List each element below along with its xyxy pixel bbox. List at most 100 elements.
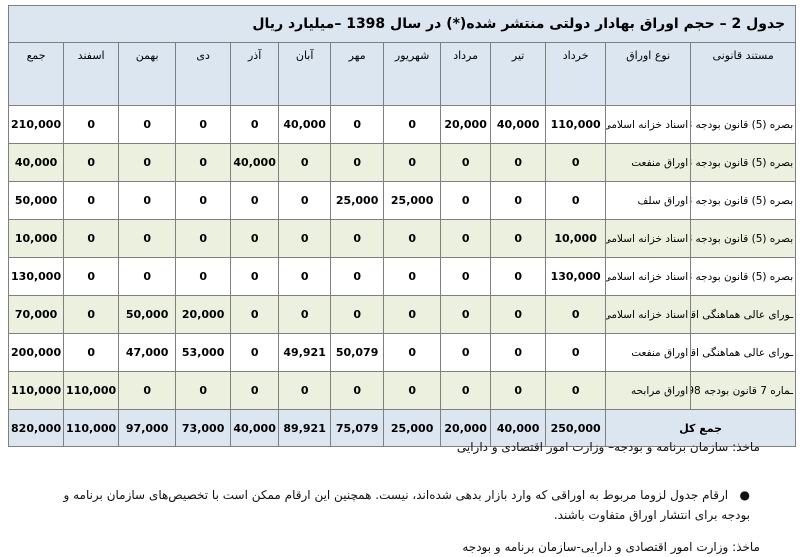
value-cell: 0 — [330, 143, 385, 182]
bullet-note: ● ارقام جدول لزوما مربوط به اوراقی که وا… — [50, 485, 750, 525]
value-cell: 0 — [545, 181, 607, 220]
value-cell: 0 — [278, 143, 332, 182]
value-cell: 0 — [545, 295, 607, 334]
value-cell: 0 — [118, 371, 177, 410]
table-row: بصره (5) قانون بودجه 1398اوراق منفعت0000… — [7, 143, 797, 182]
value-cell: 0 — [230, 371, 280, 410]
value-cell: 130,000 — [7, 257, 65, 296]
total-row: جمع کل 250,000 40,000 20,000 25,000 75,079 89,… — [7, 409, 797, 447]
value-cell: 0 — [440, 295, 492, 334]
value-cell: 130,000 — [545, 257, 607, 296]
total-cell: 40,000 — [490, 409, 547, 447]
kind-cell: اوراق منفعت — [605, 143, 692, 182]
kind-cell: اوراق منفعت — [605, 333, 692, 372]
value-cell: 0 — [278, 181, 332, 220]
doc-cell: ـماره 7 قانون بودجه 1398 — [690, 371, 797, 410]
source-note: ماخذ: سازمان برنامه و بودجه– وزارت امور … — [456, 440, 760, 454]
value-cell: 0 — [230, 219, 280, 258]
value-cell: 47,000 — [118, 333, 177, 372]
value-cell: 20,000 — [175, 295, 232, 334]
total-cell: 20,000 — [440, 409, 492, 447]
value-cell: 40,000 — [7, 143, 65, 182]
value-cell: 0 — [63, 105, 120, 144]
total-cell: 97,000 — [118, 409, 177, 447]
value-cell: 0 — [490, 257, 547, 296]
value-cell: 0 — [230, 333, 280, 372]
value-cell: 0 — [63, 143, 120, 182]
header-cell: مستند قانونی — [690, 42, 797, 106]
bullet: ● — [728, 488, 750, 502]
value-cell: 40,000 — [490, 105, 547, 144]
header-row: مستند قانونی نوع اوراق خرداد تیر مرداد شهریور… — [7, 42, 797, 106]
value-cell: 0 — [440, 333, 492, 372]
value-cell: 0 — [63, 181, 120, 220]
data-table: جدول 2 – حجم اوراق بهادار دولتی منتشر شد… — [7, 5, 797, 447]
value-cell: 0 — [230, 181, 280, 220]
doc-cell: بصره (5) قانون بودجه 1398 — [690, 143, 797, 182]
value-cell: 0 — [330, 105, 385, 144]
value-cell: 49,921 — [278, 333, 332, 372]
kind-cell: اسناد خزانه اسلامی — [605, 219, 692, 258]
value-cell: 0 — [118, 181, 177, 220]
value-cell: 53,000 — [175, 333, 232, 372]
header-cell: نوع اوراق — [605, 42, 692, 106]
value-cell: 0 — [490, 143, 547, 182]
total-cell: 40,000 — [230, 409, 280, 447]
value-cell: 0 — [490, 333, 547, 372]
value-cell: 0 — [490, 295, 547, 334]
value-cell: 0 — [278, 371, 332, 410]
kind-cell: اسناد خزانه اسلامی — [605, 257, 692, 296]
header-cell: مهر — [330, 42, 385, 106]
total-cell: 25,000 — [383, 409, 442, 447]
table-row: ـوراى عالی هماهنگی اقتصادیاسناد خزانه اس… — [7, 295, 797, 334]
value-cell: 10,000 — [545, 219, 607, 258]
table-body: جدول 2 – حجم اوراق بهادار دولتی منتشر شد… — [7, 5, 797, 447]
value-cell: 50,000 — [7, 181, 65, 220]
header-cell: اسفند — [63, 42, 120, 106]
value-cell: 0 — [330, 295, 385, 334]
value-cell: 210,000 — [7, 105, 65, 144]
table-row: ـوراى عالی هماهنگی اقتصادیاوراق منفعت000… — [7, 333, 797, 372]
total-cell: 73,000 — [175, 409, 232, 447]
kind-cell: اوراق مرابحه — [605, 371, 692, 410]
value-cell: 25,000 — [330, 181, 385, 220]
value-cell: 0 — [490, 219, 547, 258]
value-cell: 0 — [118, 257, 177, 296]
value-cell: 0 — [330, 219, 385, 258]
value-cell: 70,000 — [7, 295, 65, 334]
value-cell: 0 — [118, 105, 177, 144]
value-cell: 0 — [383, 219, 442, 258]
value-cell: 0 — [440, 143, 492, 182]
table-row: بصره (5) قانون بودجه 1398اسناد خزانه اسل… — [7, 105, 797, 144]
value-cell: 0 — [330, 371, 385, 410]
value-cell: 0 — [175, 371, 232, 410]
value-cell: 0 — [175, 105, 232, 144]
value-cell: 0 — [490, 371, 547, 410]
title-row: جدول 2 – حجم اوراق بهادار دولتی منتشر شد… — [7, 5, 797, 43]
value-cell: 0 — [63, 333, 120, 372]
value-cell: 50,079 — [330, 333, 385, 372]
kind-cell: اسناد خزانه اسلامی — [605, 295, 692, 334]
value-cell: 0 — [230, 257, 280, 296]
value-cell: 0 — [118, 143, 177, 182]
value-cell: 0 — [63, 295, 120, 334]
value-cell: 0 — [175, 143, 232, 182]
value-cell: 0 — [175, 219, 232, 258]
value-cell: 0 — [383, 371, 442, 410]
value-cell: 110,000 — [545, 105, 607, 144]
doc-cell: بصره (5) قانون بودجه 1398 — [690, 181, 797, 220]
total-cell: 110,000 — [63, 409, 120, 447]
value-cell: 200,000 — [7, 333, 65, 372]
table-title: جدول 2 – حجم اوراق بهادار دولتی منتشر شد… — [7, 5, 797, 43]
table-row: بصره (5) قانون بودجه 1398اوراق سلف00025,… — [7, 181, 797, 220]
header-cell: تیر — [490, 42, 547, 106]
value-cell: 0 — [383, 333, 442, 372]
value-cell: 0 — [440, 219, 492, 258]
source-note-2: ماخذ: وزارت امور اقتصادی و دارایی-سازمان… — [462, 540, 760, 554]
value-cell: 0 — [383, 143, 442, 182]
header-cell: مرداد — [440, 42, 492, 106]
doc-cell: بصره (5) قانون بودجه 1398 — [690, 105, 797, 144]
header-cell: بهمن — [118, 42, 177, 106]
value-cell: 0 — [63, 257, 120, 296]
value-cell: 110,000 — [63, 371, 120, 410]
